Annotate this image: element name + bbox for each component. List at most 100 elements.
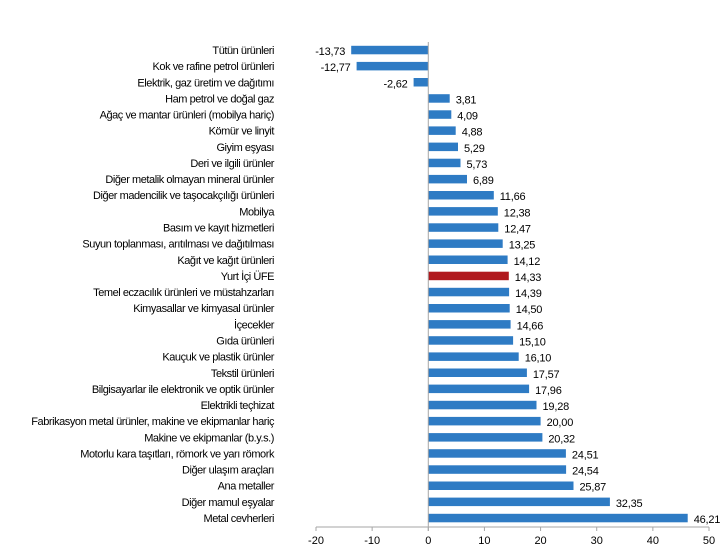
- value-label: -13,73: [315, 46, 345, 58]
- x-tick-label: -10: [364, 535, 380, 547]
- category-label: Elektrikli teçhizat: [201, 400, 275, 412]
- value-label: 46,21: [694, 514, 721, 526]
- category-label: Diğer metalik olmayan mineral ürünler: [105, 174, 274, 186]
- category-label: Tütün ürünleri: [212, 45, 274, 57]
- value-label: 25,87: [580, 482, 607, 494]
- x-tick-label: 0: [425, 535, 431, 547]
- value-label: 14,50: [516, 304, 543, 316]
- category-label: Fabrikasyon metal ürünler, makine ve eki…: [31, 416, 275, 428]
- category-label: Yurt İçi ÜFE: [221, 270, 274, 283]
- value-label: 20,32: [548, 433, 575, 445]
- value-label: 17,57: [533, 369, 560, 381]
- category-label: Diğer ulaşım araçları: [182, 465, 274, 477]
- category-label: Giyim eşyası: [216, 142, 274, 154]
- x-tick-label: 30: [591, 535, 603, 547]
- bar: [351, 45, 429, 55]
- category-label: Kauçuk ve plastik ürünler: [162, 352, 274, 364]
- category-label: Elektrik, gaz üretim ve dağıtımı: [137, 77, 274, 89]
- value-label: 13,25: [509, 240, 536, 252]
- bar-highlight: [428, 271, 509, 281]
- bar: [428, 416, 541, 426]
- bar: [428, 94, 450, 103]
- bar: [356, 61, 429, 71]
- value-label: 14,39: [515, 288, 542, 300]
- bar: [428, 497, 610, 507]
- bar: [428, 223, 499, 232]
- value-label: 20,00: [547, 417, 574, 429]
- bar: [428, 465, 567, 474]
- category-label: Metal cevherleri: [204, 513, 274, 525]
- value-label: 6,89: [473, 175, 494, 187]
- bar: [428, 239, 503, 248]
- x-tick-label: 20: [534, 535, 546, 547]
- x-tick-label: 50: [703, 535, 715, 547]
- bar: [428, 513, 688, 523]
- category-label: Temel eczacılık ürünleri ve müstahzarlar…: [93, 287, 274, 299]
- bar: [428, 481, 574, 490]
- bar: [428, 449, 566, 458]
- bar: [428, 174, 467, 184]
- bars-group: [351, 45, 688, 523]
- bar: [428, 158, 461, 168]
- value-label: 5,73: [467, 159, 488, 171]
- category-label: Gıda ürünleri: [216, 336, 274, 348]
- value-label: 12,47: [504, 224, 531, 236]
- bar: [428, 400, 537, 410]
- value-label: 17,96: [535, 385, 562, 397]
- value-label: 19,28: [543, 401, 570, 413]
- category-label: Ağaç ve mantar ürünleri (mobilya hariç): [100, 110, 274, 122]
- category-label: Basım ve kayıt hizmetleri: [163, 223, 274, 235]
- bar: [428, 126, 456, 135]
- category-label: Suyun toplanması, arıtılması ve dağıtılm…: [82, 239, 274, 251]
- x-tick-label: -20: [308, 535, 324, 547]
- value-label: 14,66: [517, 320, 544, 332]
- bar: [428, 384, 530, 394]
- value-label: 4,09: [457, 111, 478, 123]
- category-label: Tekstil ürünleri: [211, 368, 274, 380]
- category-label: Ham petrol ve doğal gaz: [165, 93, 274, 105]
- category-label: Kok ve rafine petrol ürünleri: [153, 61, 274, 73]
- value-label: -12,77: [321, 62, 351, 74]
- x-ticks-group: -20 -10 0 10 20 30 40 50: [308, 527, 715, 547]
- value-label: 24,54: [572, 466, 599, 478]
- category-label: Kağıt ve kağıt ürünleri: [177, 255, 274, 267]
- value-label: 14,12: [514, 256, 541, 268]
- value-label: 24,51: [572, 449, 599, 461]
- bar: [428, 336, 514, 345]
- value-label: 3,81: [456, 94, 477, 106]
- category-label: Kimyasallar ve kimyasal ürünler: [133, 303, 274, 315]
- value-label: 15,10: [519, 337, 546, 349]
- value-label: 32,35: [616, 498, 643, 510]
- bar: [413, 78, 429, 87]
- category-labels-group: Tütün ürünleri Kok ve rafine petrol ürünl…: [31, 45, 275, 525]
- category-label: Diğer madencilik ve taşocakçılığı ürünle…: [93, 190, 274, 202]
- value-label: 5,29: [464, 143, 485, 155]
- bar: [428, 352, 519, 361]
- value-labels-group: -13,73 -12,77 -2,62 3,81 4,09 4,88 5,29 5,73 6,8…: [315, 46, 720, 526]
- x-tick-label: 40: [647, 535, 659, 547]
- bar: [428, 304, 510, 313]
- value-label: 12,38: [504, 207, 531, 219]
- category-label: Ana metaller: [218, 481, 275, 493]
- category-label: Diğer mamul eşyalar: [182, 497, 275, 509]
- category-label: Bilgisayarlar ile elektronik ve optik ür…: [92, 384, 275, 396]
- bar: [428, 320, 511, 329]
- value-label: 4,88: [462, 127, 483, 139]
- bar: [428, 255, 508, 264]
- value-label: 14,33: [515, 272, 542, 284]
- category-label: Makine ve ekipmanlar (b.y.s.): [144, 432, 274, 444]
- category-label: Kömür ve linyit: [209, 126, 275, 138]
- bar: [428, 142, 458, 152]
- bar: [428, 433, 543, 442]
- bar: [428, 110, 452, 119]
- bar: [428, 287, 510, 297]
- bar: [428, 191, 494, 200]
- bar: [428, 207, 498, 216]
- x-tick-label: 10: [478, 535, 490, 547]
- value-label: 16,10: [525, 353, 552, 365]
- value-label: -2,62: [384, 78, 408, 90]
- bar: [428, 368, 527, 377]
- category-label: Deri ve ilgili ürünler: [190, 158, 274, 170]
- category-label: Motorlu kara taşıtları, römork ve yarı r…: [80, 448, 275, 460]
